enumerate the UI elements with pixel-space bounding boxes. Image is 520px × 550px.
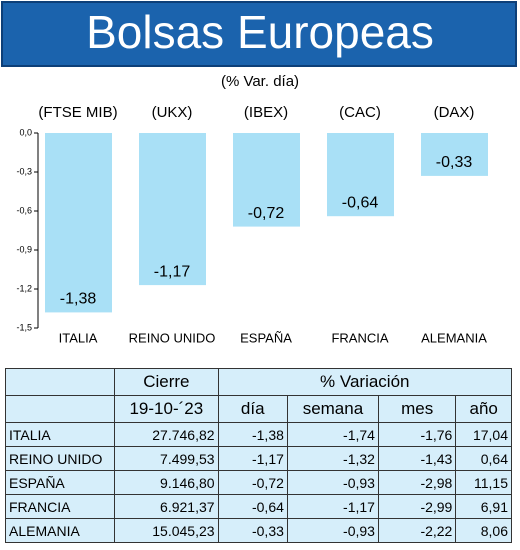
title: Bolsas Europeas: [86, 6, 434, 58]
table-row: ALEMANIA 15.045,23 -0,33 -0,93 -2,22 8,06: [4, 518, 512, 543]
table-cell: -0,33: [217, 518, 288, 543]
value-label: -0,64: [342, 194, 379, 211]
bar: [139, 133, 206, 286]
table-row: REINO UNIDO 7.499,53 -1,17 -1,32 -1,43 0,64: [4, 446, 512, 471]
table-cell: día: [217, 395, 288, 423]
value-label: -0,72: [248, 205, 285, 222]
table: Cierre% Variación 19-10-´23 día semana mes añ…: [4, 368, 513, 543]
table-row: ESPAÑA 9.146,80 -0,72 -0,93 -2,98 11,15: [4, 470, 512, 495]
chart: Bolsas Europeas (% Var. día) 0,0 -0,3 -0,6…: [1, 1, 517, 345]
table-cell: -0,72: [217, 470, 288, 495]
table-cell: año: [455, 395, 512, 423]
table-cell: -2,98: [377, 470, 457, 495]
bar: [45, 133, 112, 313]
table-cell: -1,43: [377, 446, 457, 471]
table-cell: -1,74: [286, 422, 379, 447]
table-cell: FRANCIA: [4, 494, 116, 519]
x-tick-label: ALEMANIA: [421, 330, 487, 345]
table-cell: -1,38: [217, 422, 288, 447]
title-banner: [1, 1, 517, 67]
table-cell: REINO UNIDO: [4, 446, 116, 471]
bar: [327, 133, 394, 217]
table-cell: -1,32: [286, 446, 379, 471]
table-cell: -0,64: [217, 494, 288, 519]
x-tick-label: ESPAÑA: [240, 330, 292, 345]
table-cell: 7.499,53: [114, 446, 219, 471]
table-cell: % Variación: [217, 368, 513, 396]
y-tick-label: -1,5: [16, 322, 32, 332]
table-cell: 0,64: [455, 446, 512, 471]
table-cell: 6,91: [455, 494, 512, 519]
table-cell: 27.746,82: [114, 422, 219, 447]
table-cell: -0,93: [286, 470, 379, 495]
table-cell: -1,76: [377, 422, 457, 447]
table-cell: 9.146,80: [114, 470, 219, 495]
x-tick-label: ITALIA: [59, 330, 98, 345]
table-cell: -2,22: [377, 518, 457, 543]
value-label: -1,17: [154, 263, 191, 280]
table-cell: [4, 395, 116, 423]
table-cell: 8,06: [455, 518, 512, 543]
y-tick-label: -0,9: [16, 244, 32, 254]
table-cell: -0,93: [286, 518, 379, 543]
subtitle: (% Var. día): [221, 73, 299, 90]
x-tick-label: FRANCIA: [331, 330, 388, 345]
table-cell: semana: [286, 395, 379, 423]
table-row: 19-10-´23 día semana mes año: [4, 395, 512, 423]
table-cell: 15.045,23: [114, 518, 219, 543]
index-label: (CAC): [339, 104, 381, 121]
x-tick-label: REINO UNIDO: [129, 330, 216, 345]
table-cell: 17,04: [455, 422, 512, 447]
y-tick-label: -0,3: [16, 166, 32, 176]
index-label: (UKX): [152, 104, 193, 121]
table-cell: -1,17: [217, 446, 288, 471]
table-row: Cierre% Variación: [4, 368, 513, 396]
table-cell: 19-10-´23: [114, 395, 219, 423]
bar: [233, 133, 300, 227]
y-tick-label: 0,0: [19, 127, 32, 137]
table-cell: -2,99: [377, 494, 457, 519]
table-row: FRANCIA 6.921,37 -0,64 -1,17 -2,99 6,91: [4, 494, 512, 519]
table-cell: 11,15: [455, 470, 512, 495]
index-label: (DAX): [434, 104, 475, 121]
table-cell: 6.921,37: [114, 494, 219, 519]
value-label: -1,38: [60, 291, 97, 308]
table-cell: [4, 368, 116, 396]
table-cell: Cierre: [114, 368, 219, 396]
table-cell: mes: [377, 395, 457, 423]
table-cell: ITALIA: [4, 422, 116, 447]
y-tick-label: -1,2: [16, 283, 32, 293]
table-row: ITALIA 27.746,82 -1,38 -1,74 -1,76 17,04: [4, 422, 512, 447]
value-label: -0,33: [436, 154, 473, 171]
y-tick-label: -0,6: [16, 205, 32, 215]
table-cell: ESPAÑA: [4, 470, 116, 495]
index-label: (IBEX): [244, 104, 288, 121]
bar: [421, 133, 488, 176]
table-cell: ALEMANIA: [4, 518, 116, 543]
table-cell: -1,17: [286, 494, 379, 519]
index-label: (FTSE MIB): [38, 104, 117, 121]
